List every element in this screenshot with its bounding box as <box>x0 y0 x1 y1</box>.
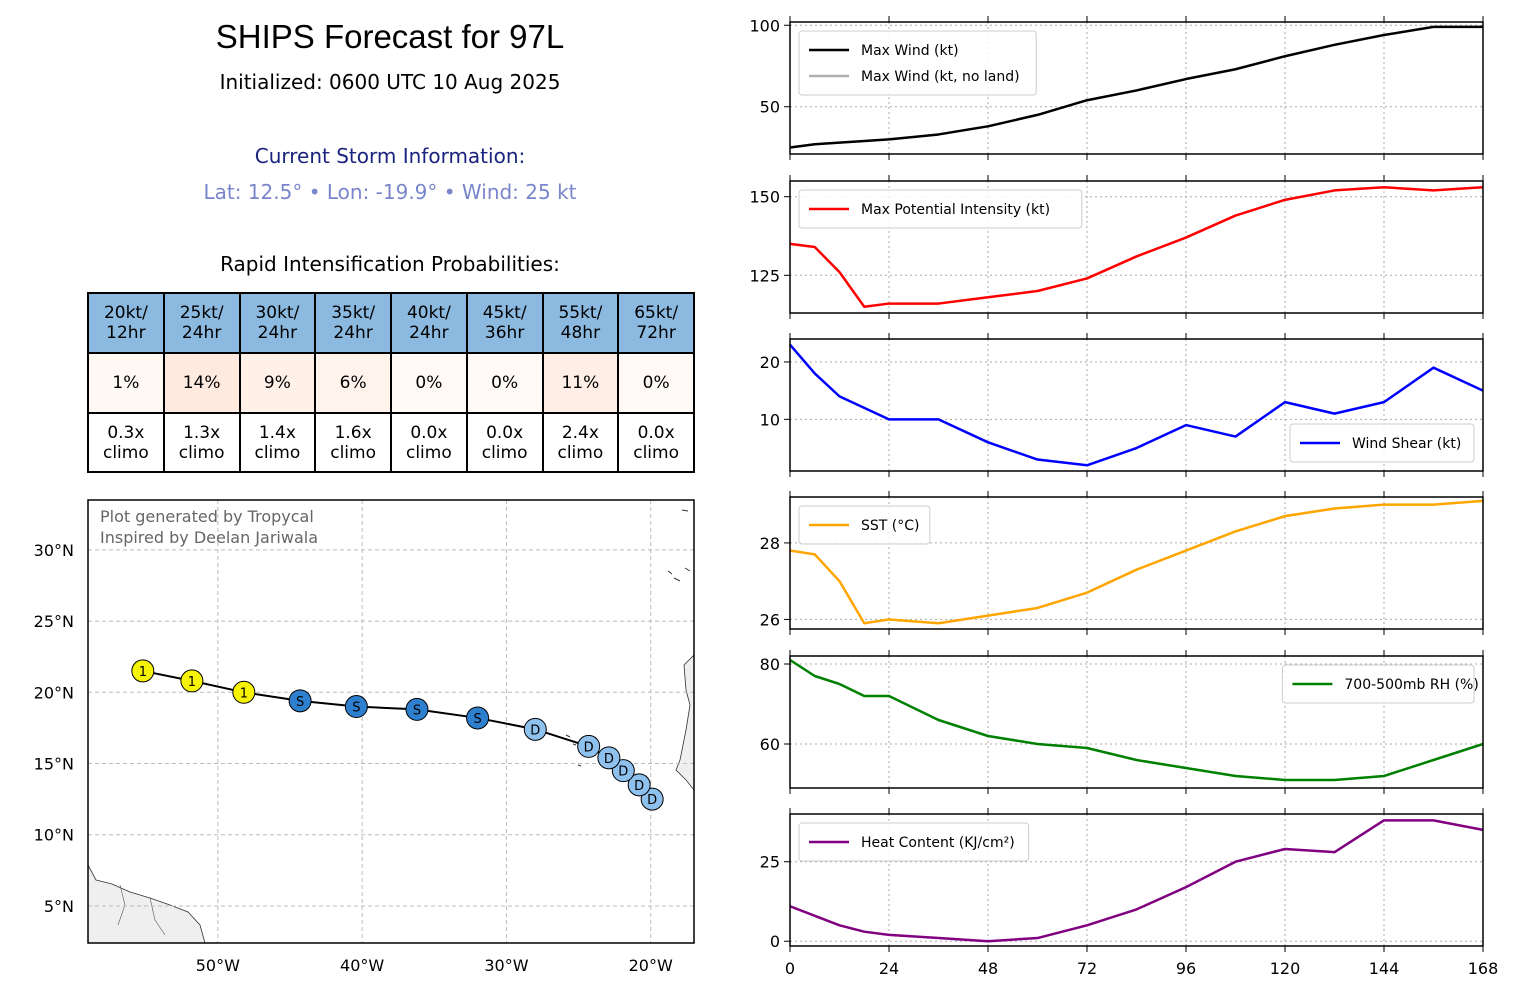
x-tick-label: 24 <box>879 959 899 978</box>
legend-label: Heat Content (KJ/cm²) <box>861 835 1015 851</box>
chart-panel: 10 20 Wind Shear (kt) <box>760 333 1483 477</box>
legend-label: Max Wind (kt) <box>861 43 959 59</box>
y-tick-label: 125 <box>749 266 780 285</box>
y-tick-label: 10 <box>760 410 780 429</box>
y-tick-label: 60 <box>760 735 780 754</box>
legend-label: Wind Shear (kt) <box>1352 436 1461 452</box>
y-tick-label: 26 <box>760 610 780 629</box>
legend-label: Max Potential Intensity (kt) <box>861 202 1050 218</box>
y-tick-label: 100 <box>749 16 780 35</box>
x-tick-label: 0 <box>785 959 795 978</box>
legend-box <box>799 31 1036 95</box>
y-tick-label: 20 <box>760 353 780 372</box>
y-tick-label: 50 <box>760 98 780 117</box>
x-tick-label: 120 <box>1270 959 1301 978</box>
x-tick-label: 48 <box>978 959 998 978</box>
chart-panel: 125 150 Max Potential Intensity (kt) <box>749 175 1483 319</box>
y-tick-label: 0 <box>770 932 780 951</box>
chart-panel: 60 80 700-500mb RH (%) <box>760 650 1483 794</box>
chart-panel: 50 100 Max Wind (kt) Max Wind (kt, no land) <box>749 16 1483 160</box>
x-tick-label: 96 <box>1176 959 1196 978</box>
forecast-charts: 50100Max Wind (kt)Max Wind (kt, no land)… <box>0 0 1521 1004</box>
legend-label: Max Wind (kt, no land) <box>861 69 1020 85</box>
y-tick-label: 80 <box>760 655 780 674</box>
legend-label: 700-500mb RH (%) <box>1344 677 1478 693</box>
chart-panel: 26 28 SST (°C) <box>760 491 1483 635</box>
chart-panel: 0 25 Heat Content (KJ/cm²) 0 24 48 72 96 120 144 1… <box>760 808 1499 978</box>
legend-label: SST (°C) <box>861 518 919 534</box>
y-tick-label: 25 <box>760 853 780 872</box>
x-tick-label: 144 <box>1369 959 1400 978</box>
x-tick-label: 72 <box>1077 959 1097 978</box>
y-tick-label: 28 <box>760 534 780 553</box>
y-tick-label: 150 <box>749 188 780 207</box>
x-tick-label: 168 <box>1468 959 1499 978</box>
